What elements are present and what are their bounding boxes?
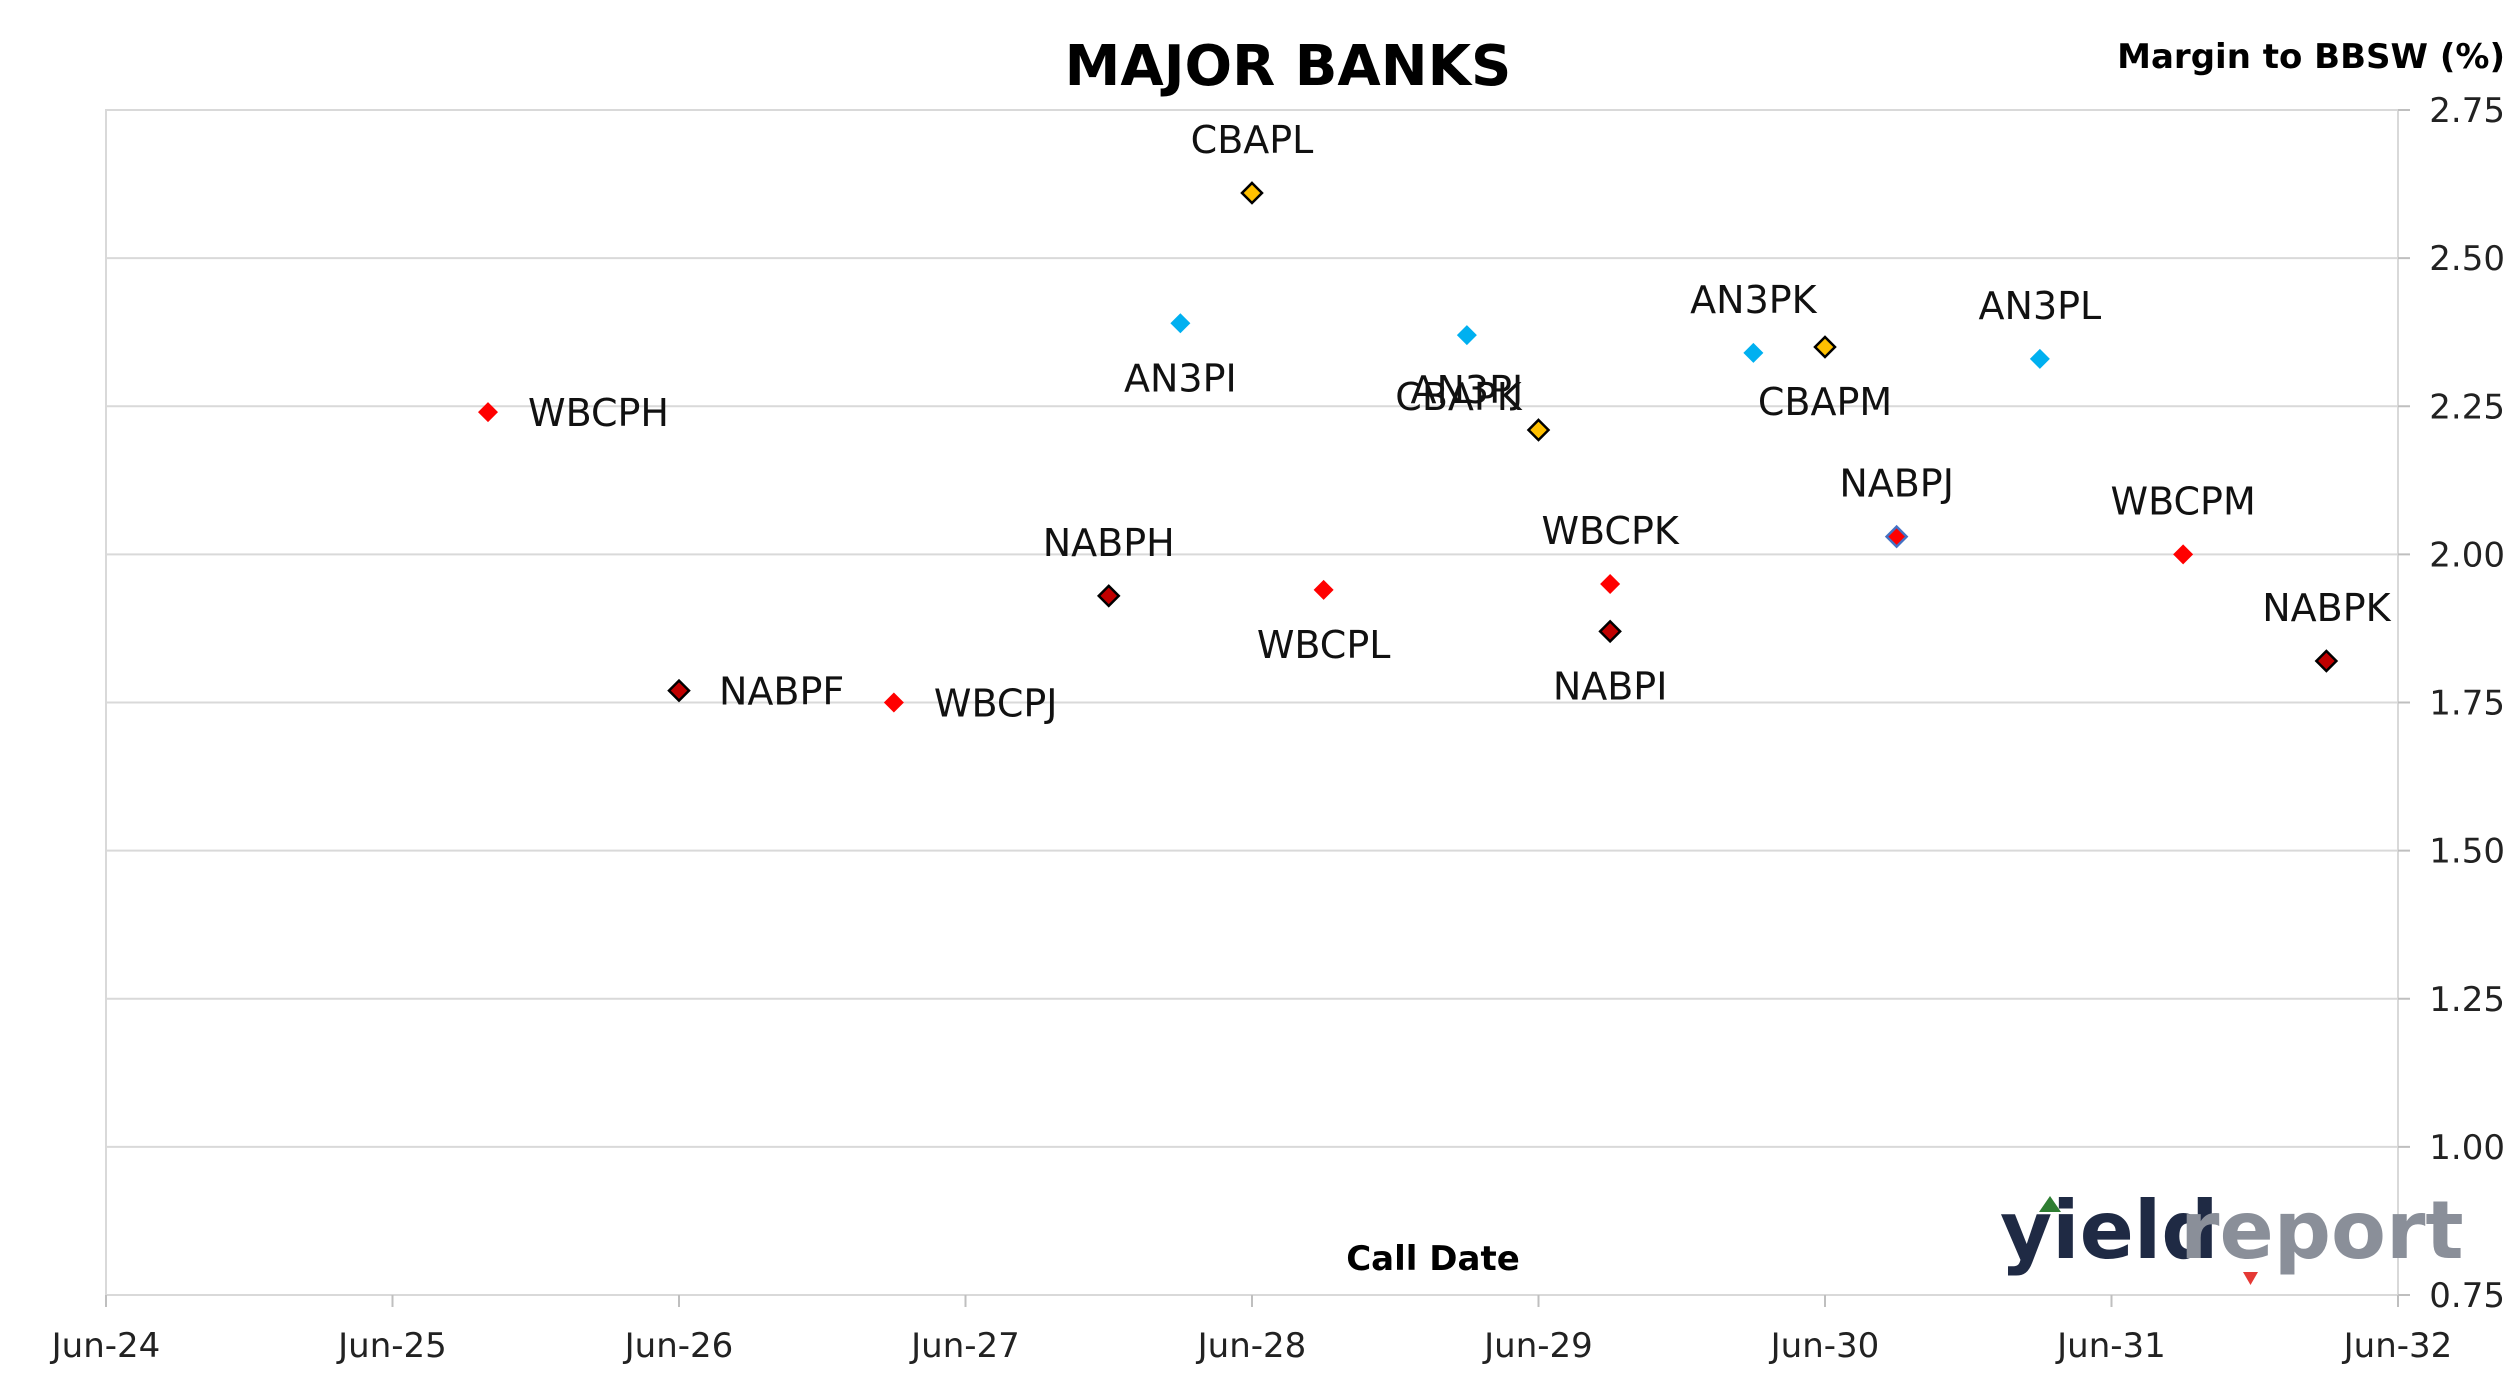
point-label-cbapm: CBAPM xyxy=(1758,380,1892,424)
y-tick-label: 2.00 xyxy=(2429,535,2505,575)
data-point-nabph xyxy=(1096,584,1121,608)
point-label-wbcpl: WBCPL xyxy=(1257,623,1391,667)
data-point-wbcpm xyxy=(2173,544,2194,565)
x-axis-ticks: Jun-24 Jun-25 Jun-26 Jun-27 Jun-28 Jun-29 Jun-… xyxy=(50,1295,2453,1366)
y-tick-label: 2.25 xyxy=(2429,387,2505,427)
y-tick-label: 1.25 xyxy=(2429,980,2505,1020)
data-point-nabpi xyxy=(1598,619,1622,644)
data-point-wbcpk xyxy=(1600,574,1621,594)
point-label-cbapk: CBAPK xyxy=(1395,375,1523,419)
point-label-an3pl: AN3PL xyxy=(1979,284,2102,328)
chart-title: MAJOR BANKS xyxy=(1065,34,1512,99)
data-point-wbcpj xyxy=(883,692,904,713)
y-tick-label: 1.50 xyxy=(2429,832,2505,872)
point-label-nabpi: NABPI xyxy=(1553,664,1668,708)
point-label-an3pi: AN3PI xyxy=(1124,356,1237,400)
yieldreport-watermark: yield report xyxy=(2000,1184,2464,1285)
y-axis-title: Margin to BBSW (%) xyxy=(2117,37,2505,77)
x-tick-label: Jun-27 xyxy=(909,1326,1020,1366)
data-point-an3pk xyxy=(1743,342,1764,363)
watermark-yield: yield xyxy=(2000,1184,2219,1277)
data-point-cbapk xyxy=(1526,418,1551,442)
y-tick-label: 1.00 xyxy=(2429,1128,2505,1168)
x-tick-label: Jun-29 xyxy=(1482,1326,1593,1366)
point-label-nabpj: NABPJ xyxy=(1839,462,1954,506)
watermark-report: report xyxy=(2180,1184,2464,1277)
x-tick-label: Jun-30 xyxy=(1769,1326,1880,1366)
x-tick-label: Jun-31 xyxy=(2055,1326,2166,1366)
point-label-wbcpm: WBCPM xyxy=(2111,479,2256,523)
down-arrow-icon xyxy=(2243,1272,2258,1285)
x-tick-label: Jun-25 xyxy=(336,1326,447,1366)
up-arrow-icon xyxy=(2039,1196,2061,1212)
y-tick-label: 2.50 xyxy=(2429,239,2505,279)
y-tick-label: 0.75 xyxy=(2429,1276,2505,1316)
data-point-cbapm xyxy=(1813,335,1837,359)
data-point-cbapl xyxy=(1240,181,1264,205)
point-label-wbcpj: WBCPJ xyxy=(934,682,1058,726)
x-tick-label: Jun-32 xyxy=(2342,1326,2453,1366)
y-tick-label: 1.75 xyxy=(2429,684,2505,724)
point-label-nabpk: NABPK xyxy=(2262,586,2391,630)
point-label-wbcpk: WBCPK xyxy=(1541,509,1679,553)
x-tick-label: Jun-28 xyxy=(1196,1326,1307,1366)
point-label-an3pk: AN3PK xyxy=(1690,278,1818,322)
data-point-wbcpl xyxy=(1313,579,1334,600)
data-point-nabpk xyxy=(2314,649,2339,673)
x-tick-label: Jun-24 xyxy=(50,1326,161,1366)
point-label-nabpf: NABPF xyxy=(719,670,844,714)
point-label-an3pj: AN3PJ xyxy=(1411,368,1524,412)
x-axis-title: Call Date xyxy=(1346,1239,1520,1279)
data-point-wbcph xyxy=(478,402,498,423)
x-tick-label: Jun-26 xyxy=(623,1326,734,1366)
data-point-nabpj xyxy=(1884,524,1909,549)
y-tick-label: 2.75 xyxy=(2429,91,2505,131)
point-label-nabph: NABPH xyxy=(1043,521,1175,565)
point-label-wbcph: WBCPH xyxy=(528,391,669,435)
point-label-cbapl: CBAPL xyxy=(1191,118,1314,162)
y-axis-ticks: 0.75 1.00 1.25 1.50 1.75 2.00 2.25 2.50 2.75 xyxy=(2398,91,2505,1316)
data-point-an3pj xyxy=(1456,325,1477,346)
data-point-an3pi xyxy=(1170,313,1191,334)
data-point-an3pl xyxy=(2029,348,2050,369)
data-point-nabpf xyxy=(667,678,691,703)
data-points: WBCPH NABPF WBCPJ NABPH AN3PI CBAPL WBCPL AN3PJ… xyxy=(478,118,2392,726)
